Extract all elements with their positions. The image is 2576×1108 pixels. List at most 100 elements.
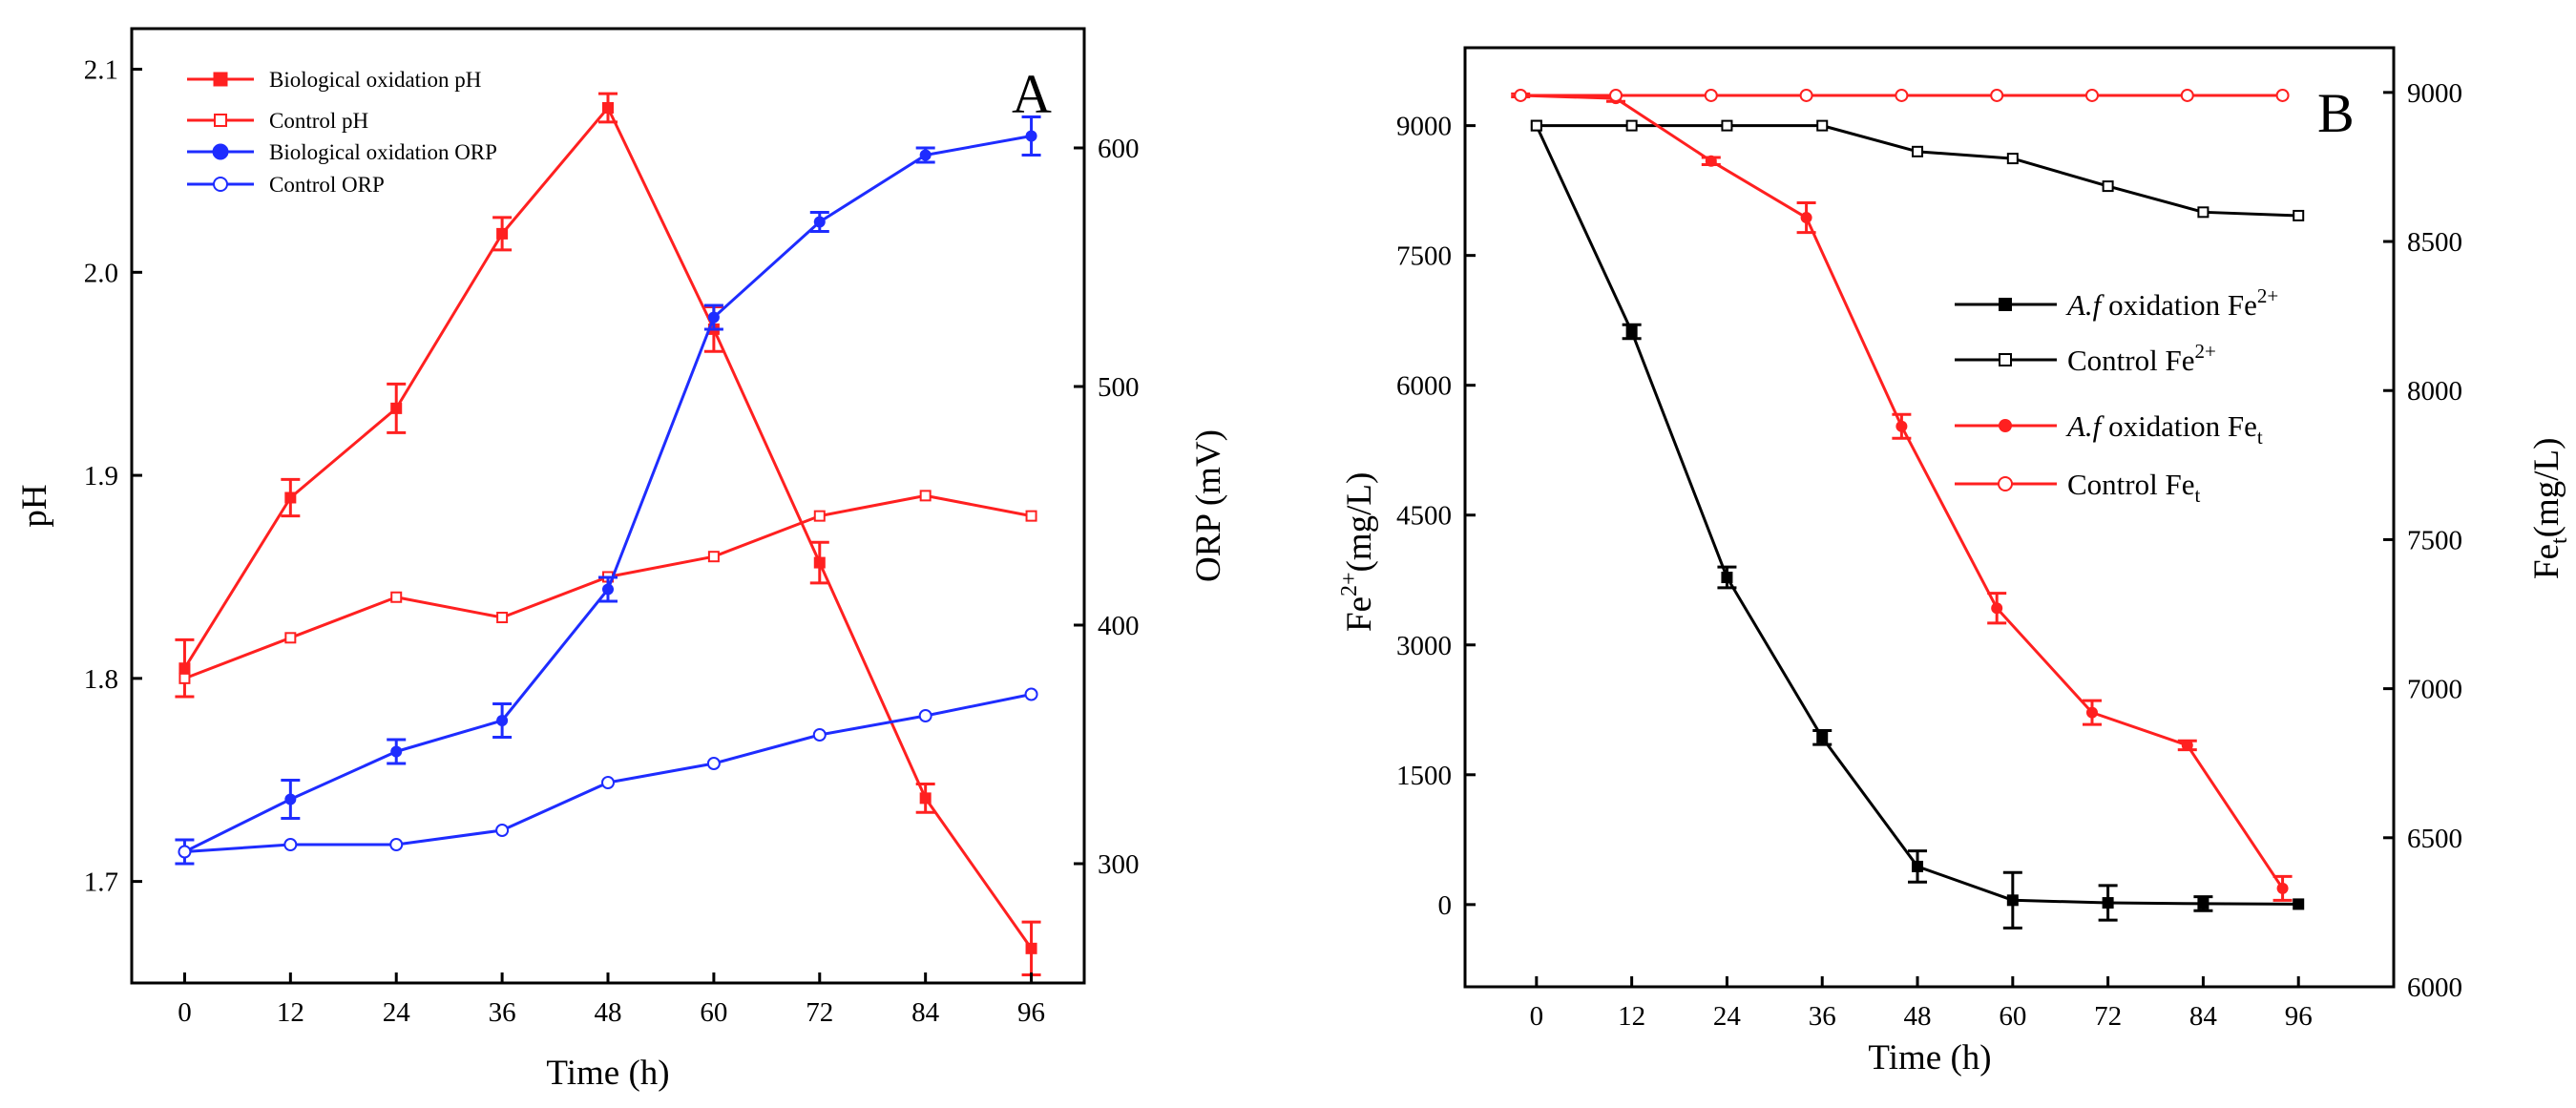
- data-point-control-fet: [2180, 88, 2194, 102]
- legend-label-biological-oxidation-orp: Biological oxidation ORP: [269, 140, 497, 164]
- series-biological-oxidation-orp: [175, 115, 1041, 866]
- panel-a-x-tick-label: 12: [277, 997, 304, 1028]
- panel-b-left-axis-label: Fe2+(mg/L): [1337, 472, 1379, 632]
- data-point-control-ph: [813, 510, 826, 522]
- data-point-control-orp: [283, 838, 298, 851]
- panel-a: 0 12 24 36 48 60 72 84 96 1.7 1.8 1.9 2.0 2.1 300 400 50…: [15, 27, 1228, 1093]
- panel-b-right-tick-label: 6500: [2407, 824, 2462, 854]
- panel-b-left-tick-label: 7500: [1396, 241, 1452, 272]
- panel-b-x-tick-label: 84: [2189, 1001, 2218, 1032]
- data-point-control-fe2: [1912, 145, 1924, 157]
- panel-b-x-tick-label: 60: [1999, 1001, 2026, 1032]
- series-line-a-f-oxidation-fe2: [1535, 124, 2299, 906]
- data-point-a-f-oxidation-fe2: [1816, 731, 1829, 743]
- panel-a-left-axis-label: pH: [15, 484, 54, 527]
- data-point-biological-oxidation-ph: [602, 101, 614, 114]
- panel-a-right-tick-label: 400: [1098, 611, 1140, 641]
- data-point-biological-oxidation-orp: [602, 583, 614, 596]
- data-point-biological-oxidation-ph: [813, 556, 826, 569]
- panel-a-left-tick-label: 1.9: [84, 461, 118, 491]
- data-point-control-orp: [812, 728, 827, 742]
- panel-a-right-tick-label: 300: [1098, 849, 1140, 880]
- data-point-control-ph: [707, 551, 720, 563]
- panel-b-right-tick-label: 6000: [2407, 972, 2462, 1003]
- legend-label-control-fet: Control Fet: [2067, 468, 2200, 507]
- data-point-control-fe2: [2293, 209, 2305, 221]
- data-point-a-f-oxidation-fe2: [2006, 894, 2019, 907]
- panel-a-x-tick-label: 0: [178, 997, 192, 1028]
- legend-label-control-fe2-text: Control Fe: [2067, 344, 2194, 377]
- legend-item-control-orp: Control ORP: [187, 173, 385, 197]
- legend-label-control-fe2: Control Fe2+: [2067, 340, 2216, 377]
- panel-b-right-tick-label: 7000: [2407, 675, 2462, 705]
- panel-b-right-tick-label: 7500: [2407, 525, 2462, 555]
- legend-label-af-oxidation-fe2: A.f oxidation Fe2+: [2065, 284, 2278, 322]
- data-point-control-fe2: [1530, 119, 1542, 132]
- data-point-biological-oxidation-orp: [284, 793, 297, 805]
- data-point-biological-oxidation-orp: [919, 149, 932, 161]
- panel-a-ticks: 0 12 24 36 48 60 72 84 96 1.7 1.8 1.9 2.0 2.1 300 400 50…: [84, 55, 1140, 1028]
- panel-a-x-tick-label: 24: [383, 997, 411, 1028]
- data-point-biological-oxidation-orp: [496, 715, 509, 726]
- data-point-control-fet: [2084, 88, 2099, 102]
- legend-label-af-oxidation-fet-text: oxidation Fe: [2101, 409, 2257, 443]
- panel-b-x-tick-label: 48: [1904, 1001, 1932, 1032]
- panel-a-x-tick-label: 84: [911, 997, 940, 1028]
- panel-b-left-tick-label: 0: [1438, 890, 1453, 921]
- panel-b-left-axis-label-fe: Fe: [1340, 596, 1379, 632]
- series-line-control-fe2: [1536, 124, 2299, 218]
- panel-b-x-tick-label: 24: [1713, 1001, 1742, 1032]
- data-point-control-orp: [918, 709, 932, 722]
- panel-b-right-axis-label-unit: (mg/L): [2527, 438, 2566, 538]
- panel-a-left-tick-label: 2.1: [84, 55, 118, 86]
- panel-a-label: A: [1012, 63, 1052, 125]
- data-point-a-f-oxidation-fet: [1895, 420, 1908, 432]
- legend-item-biological-oxidation-orp: Biological oxidation ORP: [187, 140, 497, 164]
- panel-b-right-tick-label: 8500: [2407, 227, 2462, 258]
- data-point-a-f-oxidation-fet: [2276, 882, 2289, 894]
- panel-a-left-tick-label: 1.8: [84, 664, 118, 695]
- panel-b-left-tick-label: 3000: [1396, 631, 1452, 661]
- data-point-a-f-oxidation-fe2: [2197, 897, 2209, 909]
- data-point-control-ph: [496, 612, 509, 624]
- legend-label-af-oxidation-fe2-text: oxidation Fe: [2101, 288, 2257, 322]
- data-point-control-orp: [706, 757, 721, 770]
- panel-b-plot-frame: [1463, 46, 2396, 989]
- legend-item-control-ph: Control pH: [187, 109, 368, 133]
- series-control-fet: [1514, 88, 2290, 102]
- panel-b-right-axis-label: Fet(mg/L): [2527, 438, 2572, 579]
- legend-label-af-oxidation-fet-italic: A.f: [2065, 409, 2105, 443]
- data-point-control-ph: [178, 672, 191, 684]
- panel-b-x-axis-label: Time (h): [1868, 1038, 1991, 1077]
- data-point-biological-oxidation-ph: [496, 227, 509, 240]
- data-point-a-f-oxidation-fet: [2181, 739, 2193, 751]
- data-point-control-fe2: [1625, 119, 1638, 132]
- panel-a-right-tick-label: 500: [1098, 372, 1140, 403]
- series-line-biological-oxidation-orp: [183, 135, 1032, 853]
- panel-b-label: B: [2317, 82, 2355, 144]
- legend-item-control-fet: Control Fet: [1955, 468, 2200, 507]
- panel-b-ticks: 0 12 24 36 48 60 72 84 96 0 1500 3000 4500 6000 7500 90…: [1396, 78, 2462, 1032]
- series-line-biological-oxidation-ph: [183, 106, 1033, 950]
- data-point-a-f-oxidation-fe2: [2293, 898, 2305, 910]
- panel-a-left-tick-label: 1.7: [84, 868, 118, 898]
- legend-label-control-ph: Control pH: [269, 109, 368, 133]
- data-point-control-fet: [1799, 88, 1813, 102]
- data-point-control-fet: [1704, 88, 1718, 102]
- data-point-biological-oxidation-ph: [1025, 942, 1037, 954]
- data-point-biological-oxidation-ph: [284, 491, 297, 504]
- panel-b-right-tick-label: 9000: [2407, 78, 2462, 109]
- panel-a-series: [175, 92, 1041, 976]
- data-point-biological-oxidation-orp: [1025, 130, 1037, 142]
- data-point-biological-oxidation-orp: [707, 311, 720, 324]
- legend-label-af-oxidation-fe2-sup: 2+: [2257, 284, 2278, 307]
- data-point-control-orp: [178, 845, 192, 859]
- legend-item-af-oxidation-fe2: A.f oxidation Fe2+: [1955, 284, 2278, 322]
- panel-a-x-tick-label: 60: [700, 997, 727, 1028]
- data-point-control-ph: [284, 632, 297, 644]
- panel-b: 0 12 24 36 48 60 72 84 96 0 1500 3000 4500 6000 7500 90…: [1337, 46, 2572, 1077]
- legend-label-control-fet-text: Control Fe: [2067, 468, 2194, 501]
- data-point-control-fe2: [1816, 119, 1829, 132]
- panel-b-left-axis-label-unit: (mg/L): [1340, 472, 1379, 573]
